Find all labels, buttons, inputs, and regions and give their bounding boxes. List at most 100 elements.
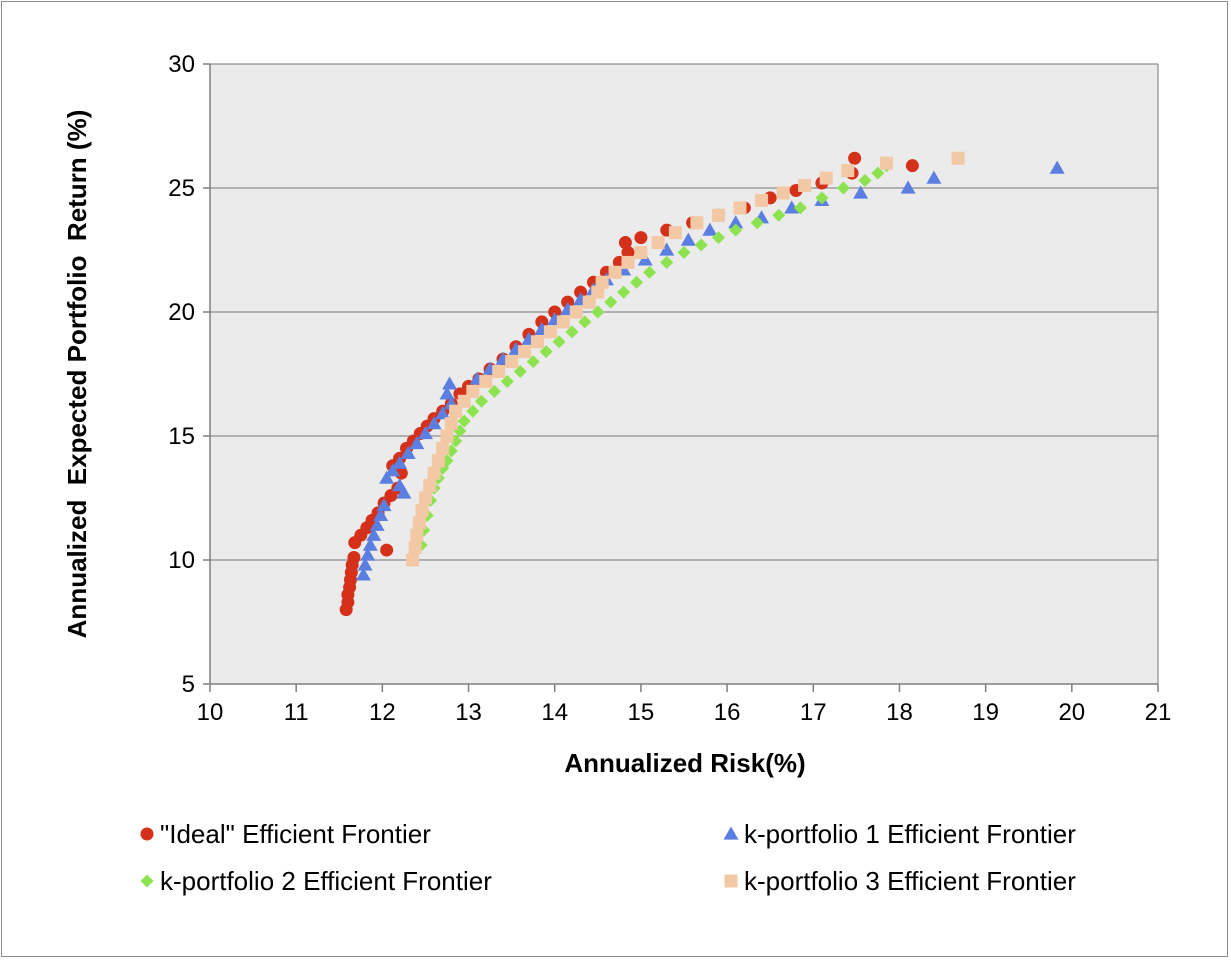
data-point [733,201,747,215]
data-point [392,478,408,492]
data-point [702,222,718,236]
data-point [355,567,371,581]
x-tick-label: 11 [284,699,309,726]
data-point [634,231,648,245]
data-point [755,193,769,207]
data-point [427,466,441,480]
legend-label: k-portfolio 3 Efficient Frontier [744,866,1076,896]
data-point [582,295,596,309]
y-tick-label: 25 [168,175,195,202]
data-point [694,238,708,252]
data-point [677,245,691,259]
data-point [376,497,392,512]
legend-item: k-portfolio 2 Efficient Frontier [140,866,492,896]
data-point [836,181,850,195]
data-point [500,374,514,388]
data-point [347,551,361,565]
data-point [578,315,592,329]
data-point [513,365,527,379]
legend-label: k-portfolio 1 Efficient Frontier [744,819,1076,849]
data-point [415,503,429,517]
data-point [841,164,855,178]
data-point [436,441,450,455]
x-tick-label: 18 [886,699,913,726]
data-point [711,231,725,245]
data-point [591,285,605,299]
legend-label: "Ideal" Efficient Frontier [160,819,431,849]
plot-area [210,64,1158,684]
data-point [479,374,493,388]
x-tick-label: 13 [455,699,482,726]
data-point [776,186,790,200]
data-point [435,406,451,420]
data-point [373,507,389,521]
data-point [621,255,635,269]
y-axis-title: Annualized Expected Portfolio Return (%) [62,110,92,639]
data-point [556,315,570,329]
data-point [621,245,635,259]
data-point [798,179,812,193]
data-point [858,174,872,188]
y-tick-label: 30 [168,51,195,78]
data-point [457,414,471,428]
data-point [604,295,618,309]
data-point [900,180,916,194]
data-point [449,404,463,418]
data-point [385,463,401,477]
data-point [392,455,408,469]
x-tick-label: 10 [197,699,224,726]
data-point [466,384,480,398]
x-axis-title: Annualized Risk(%) [564,748,805,778]
data-point [440,429,454,443]
data-point [423,479,437,493]
data-point [793,201,807,215]
data-point [569,305,583,319]
x-tick-label: 20 [1058,699,1085,726]
legend: "Ideal" Efficient Frontier k-portfolio 1 … [140,819,1076,896]
legend-marker [140,874,154,888]
x-tick-label: 15 [628,699,655,726]
legend-marker [140,827,154,841]
legend-label: k-portfolio 2 Efficient Frontier [160,866,492,896]
data-point [439,386,455,400]
data-point [637,252,653,266]
data-point [651,236,665,250]
legend-marker [724,874,738,888]
data-point [431,454,445,468]
data-point [565,325,579,339]
data-point [408,541,422,555]
data-point [442,376,458,390]
data-point [357,557,373,571]
data-point [848,151,862,165]
data-point [406,553,420,567]
data-point [394,466,408,480]
legend-item: k-portfolio 1 Efficient Frontier [723,819,1076,849]
data-point [380,543,394,557]
data-point [417,426,433,440]
data-point [630,275,644,289]
data-point [659,242,675,256]
data-point [409,435,425,450]
data-points [339,151,1065,617]
data-point [772,208,786,222]
y-tick-label: 10 [168,547,195,574]
data-point [369,517,385,531]
data-point [396,485,412,499]
data-point [505,355,519,369]
data-point [926,170,942,184]
data-point [539,345,553,359]
data-point [410,528,424,542]
data-point [400,445,416,459]
data-point [543,325,557,339]
x-tick-label: 17 [800,699,827,726]
data-point [426,416,442,430]
data-point [412,516,426,530]
data-point [951,151,965,165]
data-point [362,537,378,551]
legend-item: "Ideal" Efficient Frontier [140,819,431,849]
data-point [457,394,471,408]
data-point [418,491,432,505]
data-point [815,191,829,205]
